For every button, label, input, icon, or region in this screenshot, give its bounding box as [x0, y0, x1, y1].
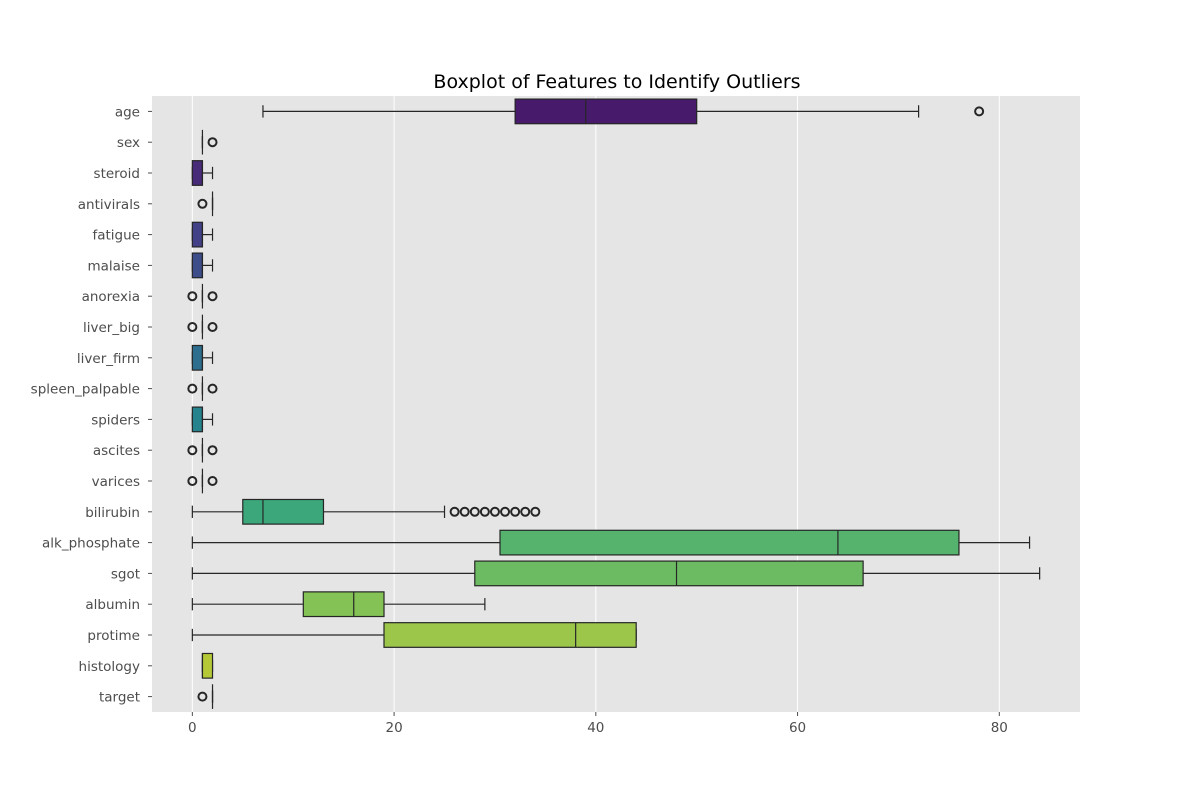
- box-steroid: [191, 160, 214, 186]
- box-layer: [187, 98, 1041, 709]
- y-tick-label: sex: [117, 135, 140, 151]
- box-anorexia: [187, 283, 218, 309]
- box: [191, 252, 204, 279]
- y-tick-label: fatigue: [92, 228, 140, 244]
- outlier-point: [459, 506, 470, 517]
- y-tick-label: liver_big: [83, 320, 140, 336]
- box: [383, 622, 637, 648]
- box-liver_firm: [191, 344, 214, 371]
- y-tick-label: anorexia: [82, 289, 140, 305]
- outlier-point: [187, 445, 198, 456]
- outlier-point: [207, 476, 218, 486]
- y-tick-label: target: [99, 690, 140, 706]
- box-age: [262, 98, 985, 125]
- y-tick-label: spiders: [91, 412, 140, 428]
- outlier-point: [510, 506, 521, 517]
- box: [242, 498, 325, 525]
- box: [499, 529, 960, 556]
- box-spleen_palpable: [187, 376, 218, 401]
- y-tick-label: liver_firm: [77, 351, 140, 367]
- outlier-point: [187, 383, 198, 394]
- y-tick-label: steroid: [94, 166, 140, 182]
- box-bilirubin: [191, 498, 541, 525]
- outlier-point: [500, 506, 511, 517]
- box-fatigue: [191, 221, 214, 248]
- box: [191, 221, 204, 248]
- box-antivirals: [197, 191, 214, 217]
- y-tick-label: spleen_palpable: [31, 382, 140, 398]
- outlier-point: [207, 322, 218, 332]
- y-tick-label: protime: [87, 628, 140, 644]
- y-tick-label: sgot: [111, 566, 140, 582]
- x-tick-label: 20: [385, 720, 402, 736]
- outlier-point: [469, 506, 480, 517]
- box: [514, 98, 698, 125]
- outlier-point: [187, 291, 198, 302]
- box-sex: [201, 129, 218, 155]
- outlier-point: [207, 137, 218, 148]
- box: [191, 344, 204, 371]
- box: [191, 406, 204, 433]
- outlier-point: [207, 445, 218, 456]
- box-ascites: [187, 437, 218, 463]
- y-tick-label: alk_phosphate: [42, 536, 140, 552]
- y-tick-label: age: [115, 104, 140, 120]
- box-spiders: [191, 406, 214, 433]
- outlier-point: [207, 383, 218, 394]
- y-tick-label: histology: [79, 659, 140, 675]
- box: [201, 652, 214, 679]
- box: [474, 560, 864, 587]
- box-sgot: [191, 560, 1041, 587]
- y-tick-label: antivirals: [78, 197, 140, 213]
- x-axis: 0 20 40 60 80: [188, 712, 1008, 736]
- outlier-point: [974, 106, 985, 117]
- outlier-point: [207, 291, 218, 302]
- x-tick-label: 60: [789, 720, 806, 736]
- outlier-point: [187, 322, 198, 332]
- outlier-point: [479, 506, 490, 517]
- y-axis: age sex steroid antivirals fatigue malaise ano…: [31, 104, 152, 706]
- box-albumin: [191, 591, 486, 618]
- y-tick-label: albumin: [85, 597, 140, 613]
- box-malaise: [191, 252, 214, 279]
- y-tick-label: varices: [92, 474, 140, 490]
- outlier-point: [197, 198, 208, 209]
- box-target: [197, 684, 214, 709]
- box-protime: [191, 622, 637, 648]
- x-tick-label: 40: [587, 720, 604, 736]
- outlier-point: [530, 506, 541, 517]
- box-liver_big: [187, 314, 218, 340]
- plot-area: [152, 96, 1080, 712]
- y-tick-label: bilirubin: [85, 505, 140, 521]
- outlier-point: [449, 506, 460, 517]
- y-tick-label: malaise: [87, 258, 140, 274]
- outlier-point: [520, 506, 531, 517]
- y-tick-label: ascites: [93, 443, 140, 459]
- x-tick-label: 80: [991, 720, 1008, 736]
- outlier-point: [489, 506, 500, 517]
- box-varices: [187, 468, 218, 494]
- box: [302, 591, 385, 618]
- chart-title: Boxplot of Features to Identify Outliers: [433, 71, 800, 93]
- outlier-point: [187, 476, 198, 486]
- x-tick-label: 0: [188, 720, 197, 736]
- box-alk_phosphate: [191, 529, 1031, 556]
- box-histology: [201, 652, 214, 679]
- box: [191, 160, 204, 186]
- outlier-point: [197, 691, 208, 702]
